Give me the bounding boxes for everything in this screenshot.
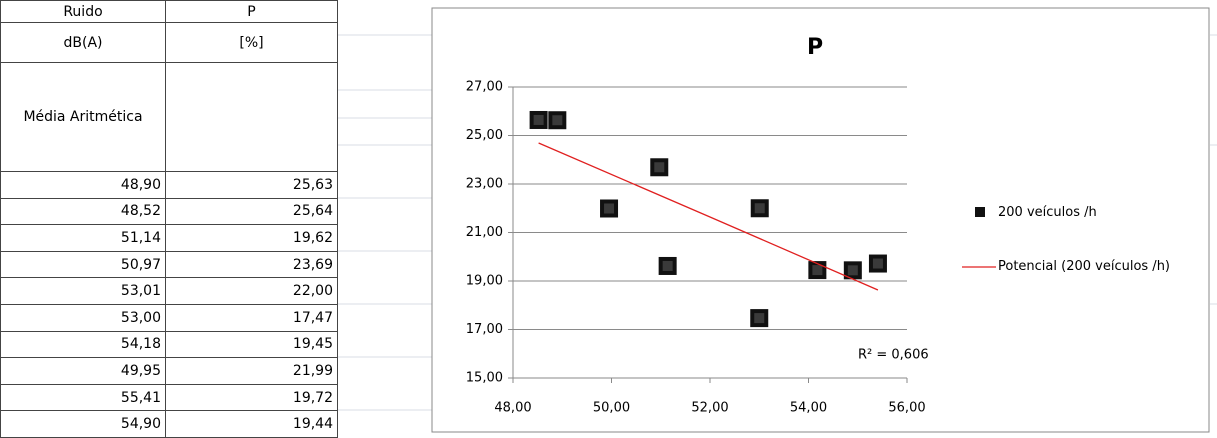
marker: [529, 110, 548, 129]
table-cell: 22,00: [165, 277, 338, 305]
marker-face: [847, 265, 858, 276]
x-tick-label: 52,00: [691, 401, 728, 416]
sheet-grid: [337, 34, 1217, 411]
table-cell: 25,63: [165, 171, 338, 199]
table-cell: 21,99: [165, 357, 338, 385]
y-tick-label: 15,00: [466, 371, 503, 386]
table-cell: 53,01: [0, 277, 166, 305]
table-cell: 51,14: [0, 224, 166, 252]
marker-face: [552, 115, 563, 126]
table-cell: 53,00: [0, 304, 166, 332]
marker-face: [754, 313, 765, 324]
chart-area: [431, 7, 1210, 433]
chart-title: P: [807, 35, 823, 60]
table-cell: 50,97: [0, 250, 166, 279]
x-tick-label: 54,00: [790, 401, 827, 416]
header-cell: dB(A): [0, 22, 166, 63]
y-tick-label: 25,00: [466, 128, 503, 143]
table-cell: 48,52: [0, 197, 166, 226]
y-tick-label: 23,00: [466, 177, 503, 192]
x-tick-label: 48,00: [494, 401, 531, 416]
legend-marker: [975, 207, 985, 217]
table-cell: 19,72: [165, 383, 338, 412]
table-cell: 23,69: [165, 250, 338, 279]
marker: [750, 199, 769, 218]
table-cell: 19,62: [165, 224, 338, 252]
table-cell: 49,95: [0, 357, 166, 385]
y-tick-label: 27,00: [466, 80, 503, 95]
table-cell: 54,18: [0, 330, 166, 359]
legend-label: Potencial (200 veículos /h): [998, 259, 1171, 274]
marker-face: [654, 162, 665, 173]
marker: [868, 254, 887, 273]
header-cell: P: [165, 0, 338, 23]
marker-face: [754, 203, 765, 214]
y-tick-label: 19,00: [466, 274, 503, 289]
table-cell: 54,90: [0, 410, 166, 438]
x-tick-label: 50,00: [593, 401, 630, 416]
table-cell: 25,64: [165, 197, 338, 226]
marker: [658, 256, 677, 275]
table-cell: 19,45: [165, 330, 338, 359]
legend-label: 200 veículos /h: [998, 205, 1097, 220]
x-tick-label: 56,00: [888, 401, 925, 416]
y-tick-label: 21,00: [466, 225, 503, 240]
marker: [650, 158, 669, 177]
marker-face: [812, 265, 823, 276]
header-cell: Média Aritmética: [0, 62, 166, 172]
marker: [600, 199, 619, 218]
table-cell: 48,90: [0, 171, 166, 199]
annotation: R² = 0,606: [858, 348, 929, 363]
table-cell: 55,41: [0, 383, 166, 412]
marker-face: [604, 203, 615, 214]
header-cell: [165, 62, 338, 172]
marker-face: [533, 114, 544, 125]
marker-face: [872, 258, 883, 269]
header-cell: [%]: [165, 22, 338, 63]
table-cell: 19,44: [165, 410, 338, 438]
marker-face: [662, 260, 673, 271]
marker: [843, 261, 862, 280]
header-cell: Ruido: [0, 0, 166, 23]
trendline: [538, 142, 879, 291]
table-cell: 17,47: [165, 304, 338, 332]
marker: [548, 111, 567, 130]
marker: [750, 309, 769, 328]
y-tick-label: 17,00: [466, 322, 503, 337]
